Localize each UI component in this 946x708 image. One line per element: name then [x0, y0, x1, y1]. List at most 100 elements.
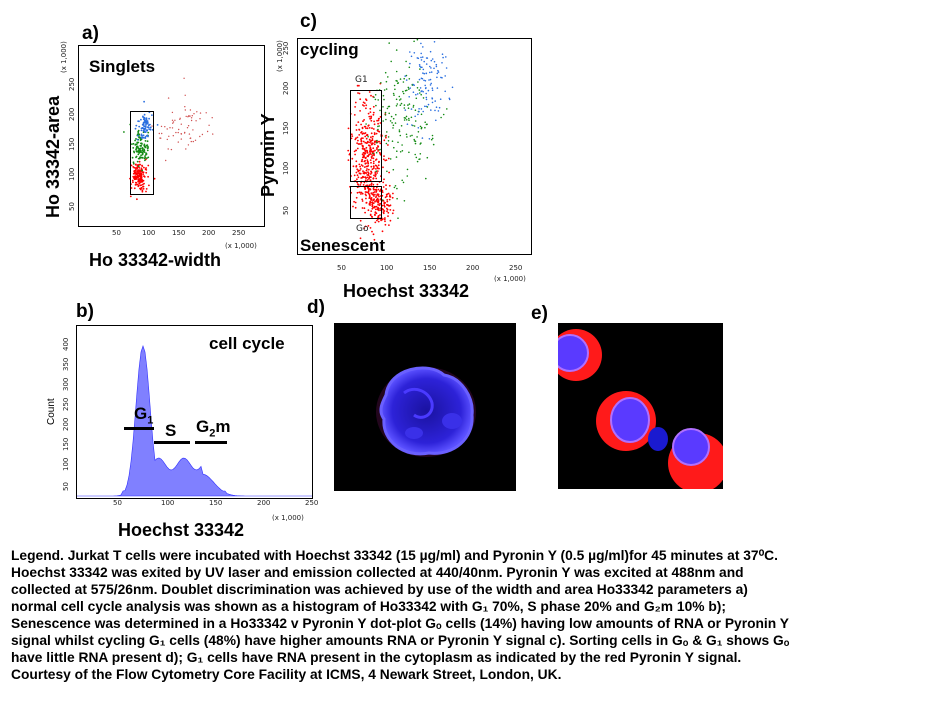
panel-c-dot-red [365, 142, 368, 145]
panel-c-dot-red [376, 183, 379, 186]
panel-c-dot-red [355, 129, 358, 131]
panel-a-dot-doublet [190, 140, 192, 143]
panel-c-dot-red [358, 169, 361, 172]
panel-c-dot-red [347, 159, 350, 161]
panel-c-dot-red [370, 142, 372, 144]
panel-c-dot-red [382, 166, 384, 169]
panel-c-dot-green [415, 156, 418, 159]
panel-a-dot-green [147, 131, 150, 134]
panel-c-dot-red-g0 [376, 219, 378, 222]
panel-c-dot-green [411, 134, 413, 137]
panel-c-dot-red-g0 [387, 192, 390, 195]
panel-c-dot-green [414, 109, 417, 111]
panel-c-dot-red [358, 163, 361, 166]
panel-c-dot-blue [422, 68, 425, 71]
panel-c-dot-red-g0 [383, 205, 386, 208]
panel-c-dot-red [362, 132, 365, 135]
panel-a-dot-blue [140, 129, 143, 132]
panel-c-dot-blue [423, 79, 425, 82]
panel-c-dot-blue [425, 72, 428, 75]
panel-c-dot-red-g0 [383, 218, 386, 221]
panel-c-dot-green [402, 181, 405, 184]
panel-c-dot-blue [435, 65, 438, 68]
panel-a-dot-doublet [208, 124, 210, 127]
panel-c-dot-red [375, 132, 378, 135]
panel-c-dot-red-g0 [376, 197, 379, 200]
panel-a-dot-red [134, 167, 137, 169]
panel-c-dot-blue [421, 137, 424, 139]
legend-line: normal cell cycle analysis was shown as … [11, 599, 726, 614]
panel-a-dot-red [142, 173, 145, 175]
panel-c-dot-green [385, 80, 388, 83]
panel-c-dot-red [387, 157, 390, 160]
panel-a-dot-green [146, 144, 149, 146]
panel-a-dot-green [144, 159, 146, 162]
panel-c-dot-red [387, 144, 389, 146]
panel-c-dot-red-g0 [373, 205, 376, 208]
panel-c-y-tick: 100 [282, 161, 290, 175]
panel-a-dot-red [145, 167, 147, 169]
panel-c-dot-red [374, 140, 377, 143]
panel-a-dot-red [153, 177, 156, 180]
panel-a-dot-blue [144, 120, 147, 123]
panel-c-dot-red [352, 165, 355, 168]
panel-c-dot-green [373, 96, 375, 99]
panel-a-dot-red [142, 185, 144, 188]
panel-a-dot-doublet [185, 148, 187, 150]
panel-c-dot-blue [420, 108, 423, 110]
panel-c-dot-red [360, 138, 362, 141]
panel-a-dot-green [137, 153, 140, 156]
panel-c-x-tick: 50 [337, 264, 346, 272]
panel-a-dot-green [135, 143, 138, 146]
panel-c-dot-blue [420, 42, 422, 45]
panel-c-dot-red [359, 165, 361, 168]
panel-c-dot-red-g0 [391, 196, 394, 199]
panel-a-dot-doublet [199, 135, 201, 138]
panel-c-g0-gate [350, 186, 382, 219]
panel-c-dot-red [370, 116, 373, 118]
panel-c-y-tick: 50 [282, 206, 290, 215]
panel-c-dot-red-g0 [372, 233, 375, 236]
panel-c-dot-blue [444, 90, 446, 93]
panel-c-dot-green [416, 136, 418, 138]
panel-a-dot-red [135, 183, 137, 186]
panel-c-dot-red [371, 150, 373, 153]
panel-c-dot-red [361, 192, 364, 195]
panel-c-dot-blue [437, 110, 440, 112]
panel-e-letter: e) [531, 303, 548, 324]
panel-c-dot-green [404, 89, 407, 92]
panel-c-dot-red [372, 162, 375, 165]
panel-c-dot-blue [422, 46, 424, 48]
panel-a-singlets-gate [130, 111, 154, 195]
panel-c-dot-green [372, 152, 374, 155]
panel-a-dot-green [136, 160, 139, 163]
panel-c-dot-red [375, 168, 377, 170]
panel-c-dot-green [378, 148, 380, 151]
panel-b-s-gate-bar [154, 441, 190, 444]
panel-a-dot-doublet [194, 139, 197, 141]
panel-c-dot-red [361, 145, 364, 148]
panel-c-dot-blue [421, 90, 423, 92]
panel-c-dot-green [416, 160, 419, 163]
panel-c-dot-red-g0 [375, 188, 378, 191]
panel-a-dot-doublet [187, 125, 190, 127]
panel-a-dot-doublet [190, 117, 193, 119]
panel-c-dot-red [359, 219, 362, 222]
panel-d-cell-image [376, 366, 476, 457]
panel-c-dot-red-g0 [378, 204, 381, 207]
panel-c-dot-red [374, 149, 376, 152]
panel-a-dot-blue [140, 118, 142, 121]
panel-c-dot-blue [410, 55, 413, 58]
panel-a-dot-red [138, 167, 141, 169]
panel-a-dot-blue [138, 125, 141, 128]
panel-c-dot-green [389, 158, 392, 160]
panel-c-dot-red [365, 146, 368, 149]
panel-c-dot-red [355, 171, 358, 174]
panel-c-dot-red-g0 [382, 181, 385, 184]
panel-c-dot-green [400, 102, 403, 105]
panel-c-dot-blue [414, 115, 416, 118]
panel-c-dot-blue [421, 56, 424, 58]
panel-c-dot-red [369, 150, 371, 153]
panel-a-x-tick: 100 [142, 229, 156, 237]
panel-c-dot-red-g0 [374, 175, 377, 178]
